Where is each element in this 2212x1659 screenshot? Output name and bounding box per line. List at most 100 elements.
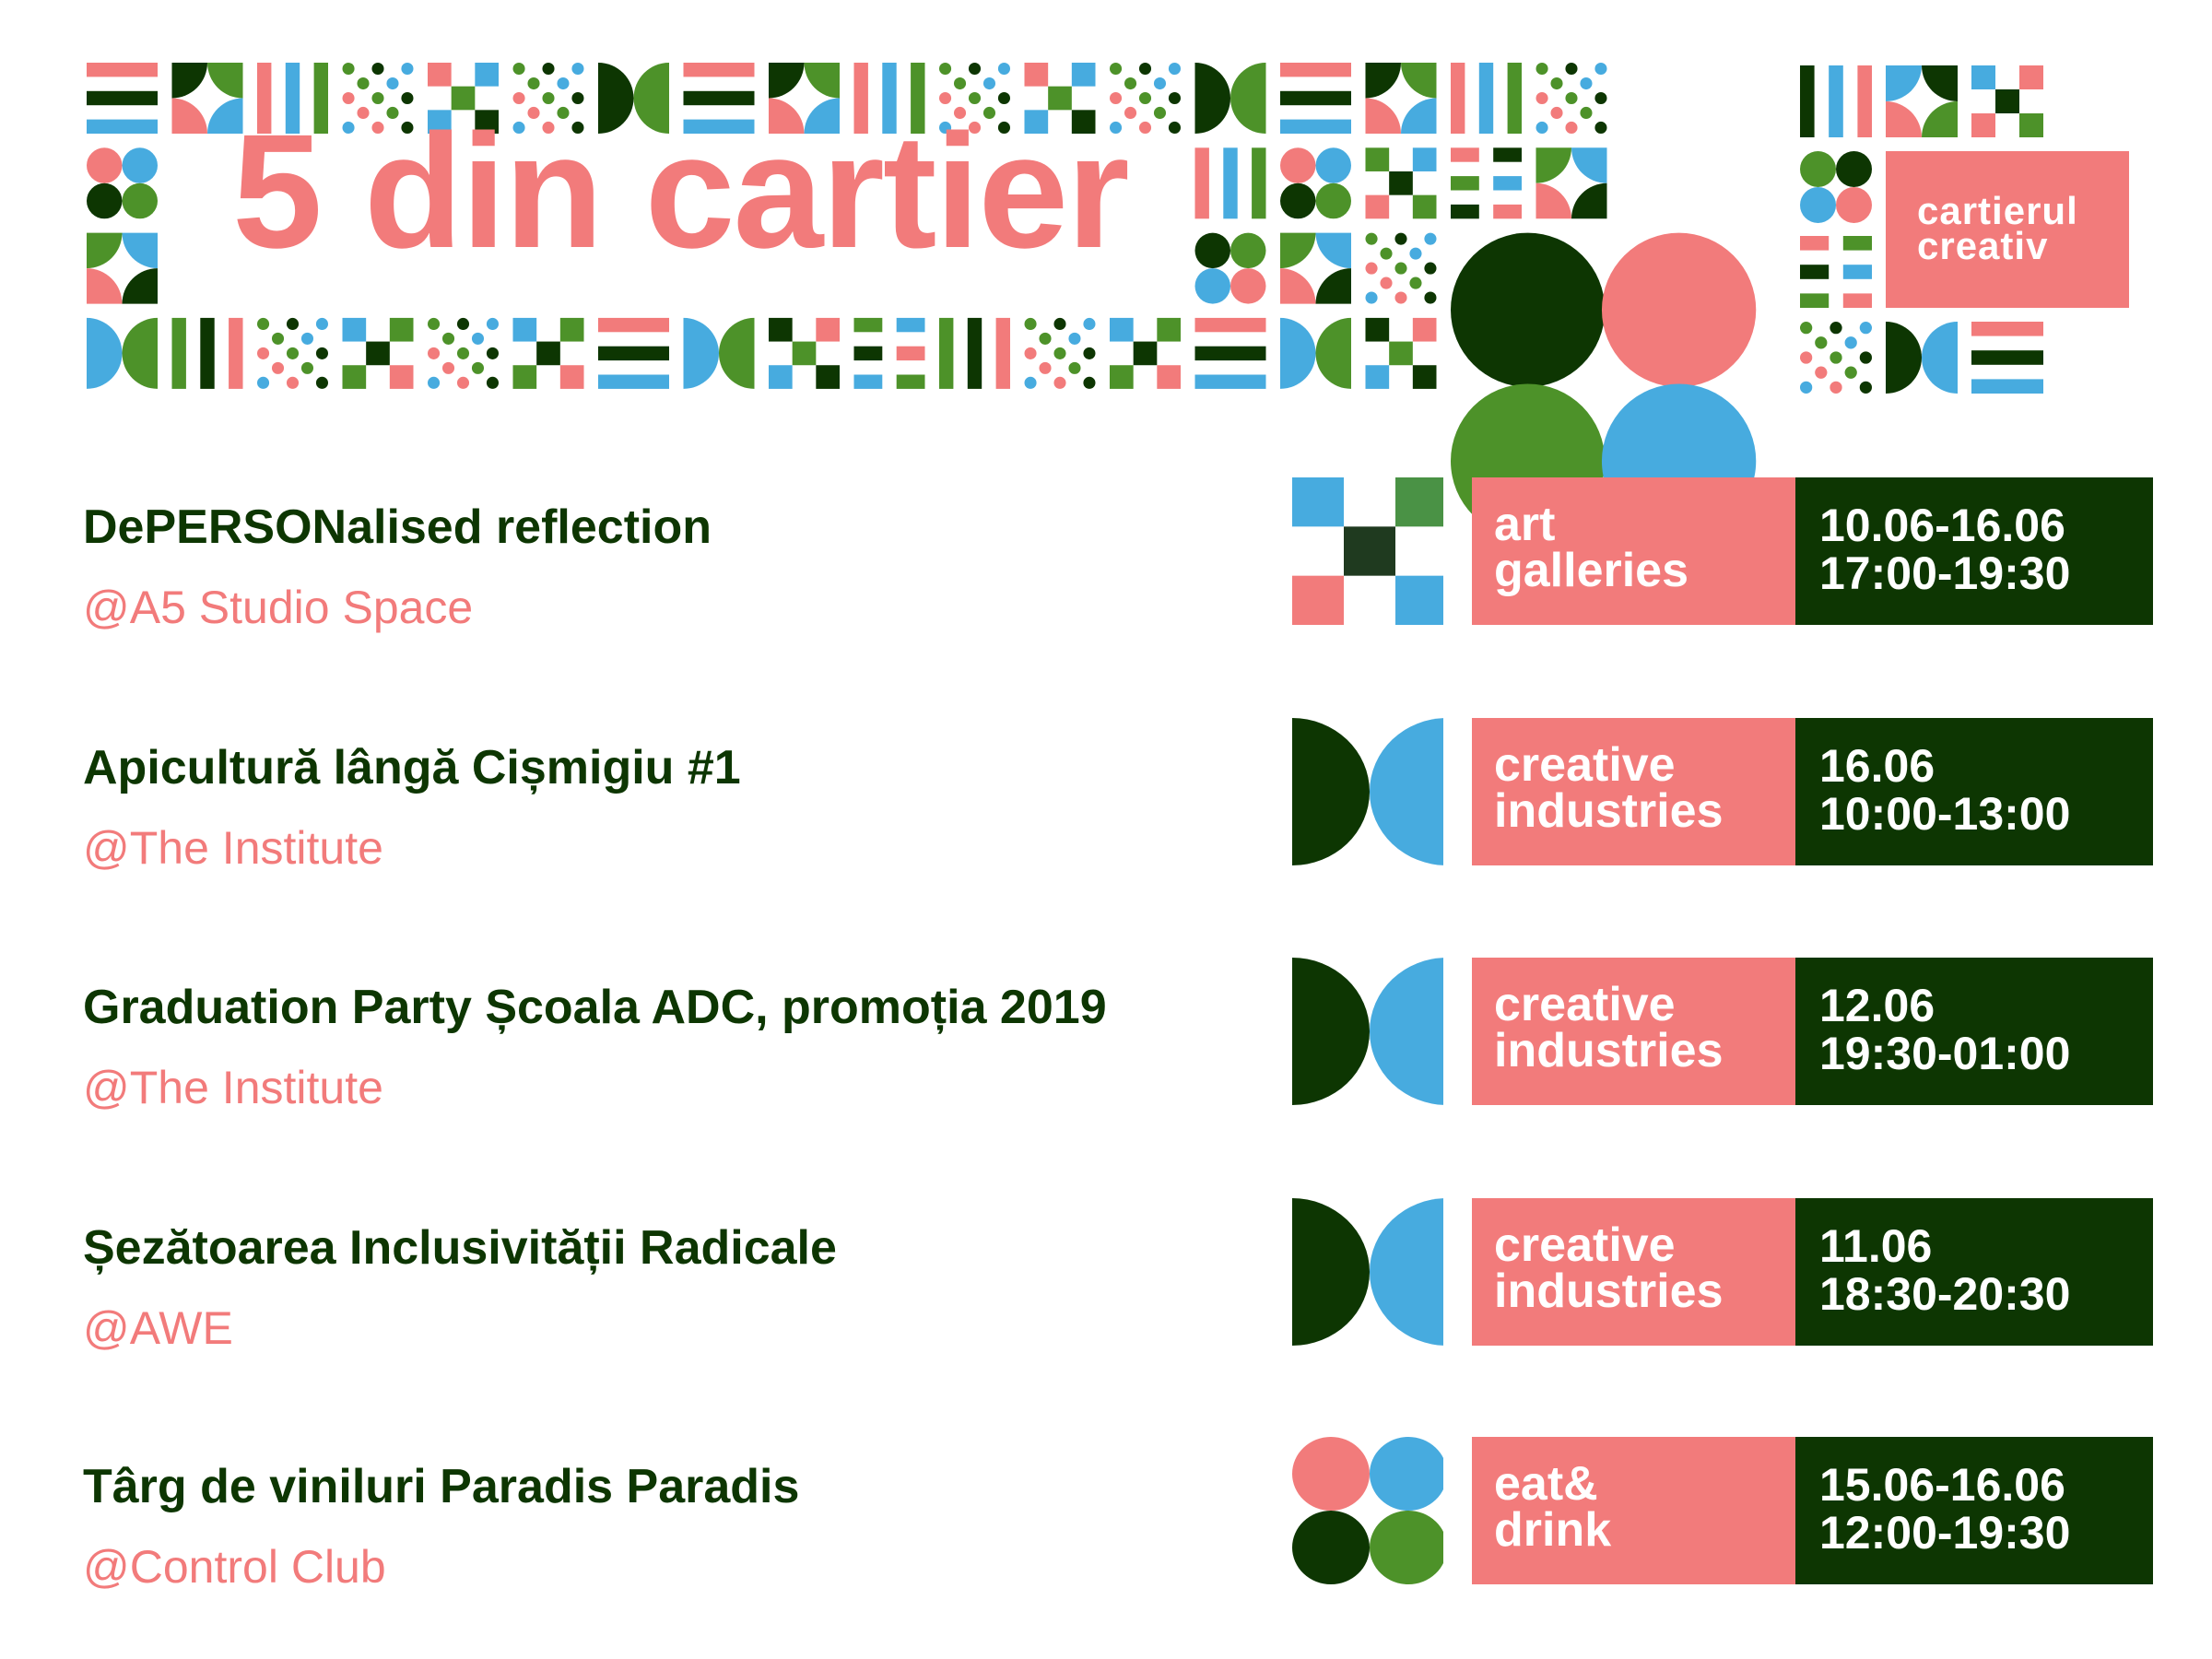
stripe: [1971, 350, 2043, 365]
square: [512, 317, 537, 342]
category-line: creative: [1494, 978, 1676, 1031]
halves-tile-icon: [1292, 1198, 1443, 1346]
quarter: [1365, 63, 1401, 99]
square: [1110, 365, 1134, 389]
square: [1157, 317, 1181, 342]
event-date: 11.06: [1819, 1220, 1933, 1272]
dot: [371, 91, 384, 105]
square: [1110, 317, 1134, 342]
dot: [1039, 332, 1052, 345]
x-tile-icon: [512, 317, 584, 389]
x-tile-icon: [428, 63, 499, 134]
quarter: [1315, 268, 1351, 304]
stripe: [1507, 63, 1522, 134]
dot: [542, 91, 555, 105]
square: [1071, 63, 1096, 87]
circle: [122, 147, 158, 183]
vstripes-tile-icon: [257, 63, 328, 134]
dot: [456, 347, 470, 359]
stripe: [1280, 63, 1351, 77]
dashes-tile-icon: [1800, 236, 1872, 308]
quarter: [1280, 268, 1316, 304]
square: [1412, 194, 1437, 219]
dots-tile-icon: [257, 317, 328, 389]
dot: [1024, 347, 1037, 359]
dot: [997, 91, 1010, 105]
stripe: [229, 317, 243, 389]
dash: [853, 374, 883, 389]
dash: [853, 346, 883, 361]
square: [1344, 526, 1395, 576]
dot: [357, 76, 370, 90]
dot: [1083, 317, 1096, 330]
quarter: [207, 98, 243, 134]
icon-group: [1292, 477, 1443, 625]
dot: [1124, 76, 1137, 90]
half-circle: [598, 63, 634, 134]
stripe: [853, 63, 868, 134]
x-tile-icon: [1365, 147, 1437, 219]
half-circle: [1370, 718, 1443, 865]
vstripes-tile-icon: [939, 317, 1010, 389]
dot: [1535, 121, 1548, 134]
stripe: [1194, 147, 1209, 219]
dot: [1859, 381, 1872, 394]
dots-tile-icon: [1365, 232, 1437, 304]
dot: [1083, 376, 1096, 389]
quarter: [122, 232, 158, 269]
dot: [1594, 121, 1607, 134]
dot: [1024, 376, 1037, 389]
square: [559, 317, 584, 342]
square: [1412, 317, 1437, 342]
circle: [1800, 151, 1836, 187]
dot: [1424, 232, 1437, 245]
circle: [1315, 182, 1351, 219]
dot: [1830, 322, 1842, 335]
stripe: [1971, 379, 2043, 394]
halves-tile-icon: [1886, 322, 1958, 394]
icon-group: [1292, 1437, 1443, 1584]
square: [1365, 365, 1390, 389]
half-circle: [1194, 63, 1230, 134]
dash: [896, 346, 925, 361]
quarters-tile-icon: [1280, 232, 1351, 304]
half-circle: [1315, 317, 1351, 389]
quarters-tile-icon: [1886, 65, 1958, 137]
stripe: [598, 317, 669, 333]
dot: [1394, 291, 1407, 304]
dash: [1451, 204, 1479, 219]
dot: [428, 317, 441, 330]
square: [1995, 89, 2019, 113]
quarters-tile-icon: [171, 63, 243, 134]
circles-tile-icon: [1800, 151, 1872, 223]
dot: [542, 63, 555, 76]
dot: [1830, 381, 1842, 394]
dots-tile-icon: [1110, 63, 1181, 134]
half-circle: [1370, 958, 1443, 1105]
dash: [896, 374, 925, 389]
quarter: [1886, 65, 1922, 101]
dash: [1842, 265, 1872, 279]
stripe: [911, 63, 925, 134]
event-datetime: 10.06-16.06 17:00-19:30: [1795, 477, 2153, 625]
quarter: [1535, 147, 1571, 183]
hstripes-tile-icon: [683, 63, 755, 134]
vstripes-tile-icon: [171, 317, 243, 389]
dot: [557, 106, 570, 120]
dash: [1451, 147, 1479, 162]
dot: [1110, 63, 1123, 76]
circle: [1370, 1437, 1443, 1511]
dot: [997, 121, 1010, 134]
event-item: Graduation Party Școala ADC, promoția 20…: [0, 958, 2212, 1113]
category-line: drink: [1494, 1503, 1612, 1557]
circle: [1315, 147, 1351, 183]
stripe: [1194, 317, 1266, 333]
dot: [1424, 291, 1437, 304]
quarters-tile-icon: [1365, 63, 1437, 134]
circle: [87, 147, 123, 183]
dot: [1110, 91, 1123, 105]
stripe: [257, 63, 272, 134]
circles-tile-icon: [1292, 1437, 1443, 1584]
square: [1389, 171, 1413, 195]
dot: [1550, 76, 1563, 90]
